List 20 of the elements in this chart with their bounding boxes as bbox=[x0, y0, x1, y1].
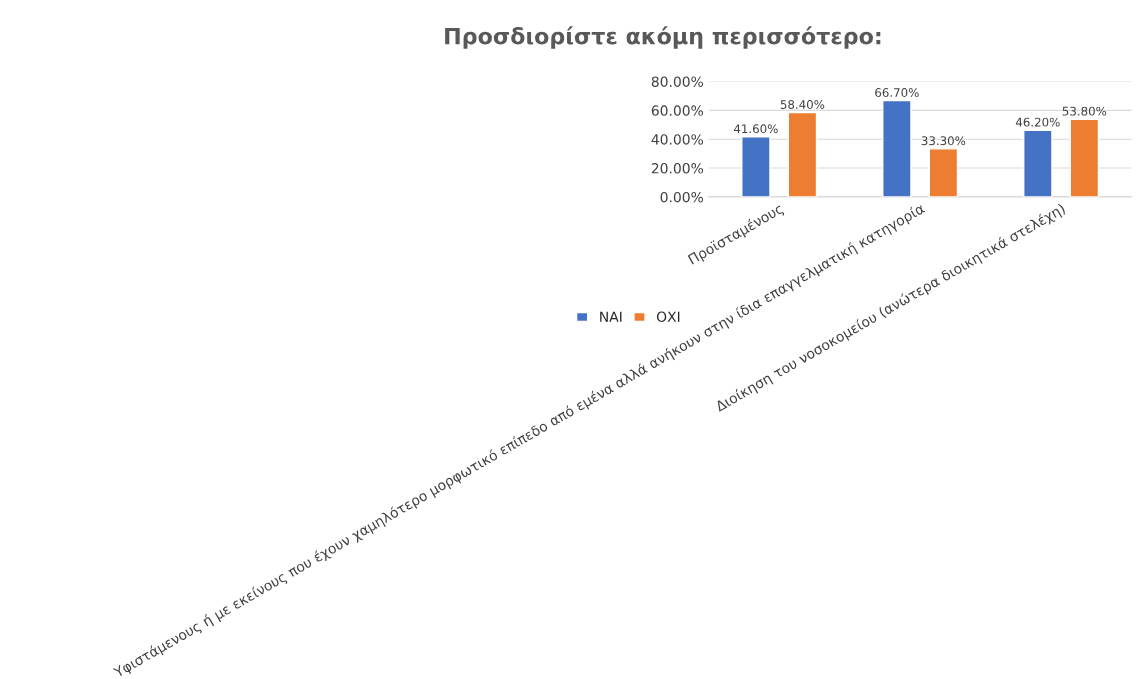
bar bbox=[882, 99, 912, 197]
y-tick-label: 0.00% bbox=[660, 191, 704, 203]
chart-title: Προσδιορίστε ακόμη περισσότερο: bbox=[445, 26, 881, 49]
legend-label: ΝΑΙ bbox=[600, 311, 622, 322]
bar bbox=[787, 111, 818, 197]
data-label: 33.30% bbox=[921, 136, 966, 146]
y-tick-label: 20.00% bbox=[651, 163, 704, 174]
y-tick-label: 40.00% bbox=[651, 134, 704, 145]
data-label: 41.60% bbox=[733, 124, 778, 134]
data-label: 53.80% bbox=[1062, 106, 1107, 116]
data-label: 66.70% bbox=[875, 88, 919, 97]
bar bbox=[928, 148, 959, 197]
data-label: 58.40% bbox=[780, 100, 825, 109]
bar bbox=[1069, 118, 1100, 197]
legend-label: ΟΧΙ bbox=[656, 311, 680, 323]
y-tick-label: 80.00% bbox=[651, 76, 704, 87]
data-label: 46.20% bbox=[1015, 117, 1060, 127]
bar bbox=[741, 136, 771, 197]
y-tick-label: 60.00% bbox=[651, 105, 704, 116]
bar bbox=[1023, 129, 1053, 197]
